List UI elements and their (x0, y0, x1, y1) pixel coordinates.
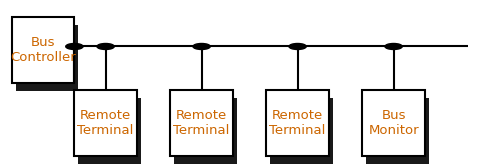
FancyBboxPatch shape (78, 98, 141, 164)
Text: Bus
Controller: Bus Controller (11, 36, 76, 64)
FancyBboxPatch shape (12, 17, 74, 83)
FancyBboxPatch shape (270, 98, 333, 164)
FancyBboxPatch shape (266, 90, 329, 156)
Circle shape (385, 43, 402, 49)
FancyBboxPatch shape (362, 90, 425, 156)
Circle shape (289, 43, 306, 49)
FancyBboxPatch shape (16, 25, 78, 91)
FancyBboxPatch shape (170, 90, 233, 156)
FancyBboxPatch shape (366, 98, 429, 164)
Text: Remote
Terminal: Remote Terminal (77, 109, 134, 137)
Circle shape (193, 43, 210, 49)
FancyBboxPatch shape (74, 90, 137, 156)
Text: Remote
Terminal: Remote Terminal (173, 109, 230, 137)
Circle shape (97, 43, 114, 49)
Text: Bus
Monitor: Bus Monitor (368, 109, 419, 137)
Text: Remote
Terminal: Remote Terminal (269, 109, 326, 137)
FancyBboxPatch shape (174, 98, 237, 164)
Circle shape (66, 43, 83, 49)
